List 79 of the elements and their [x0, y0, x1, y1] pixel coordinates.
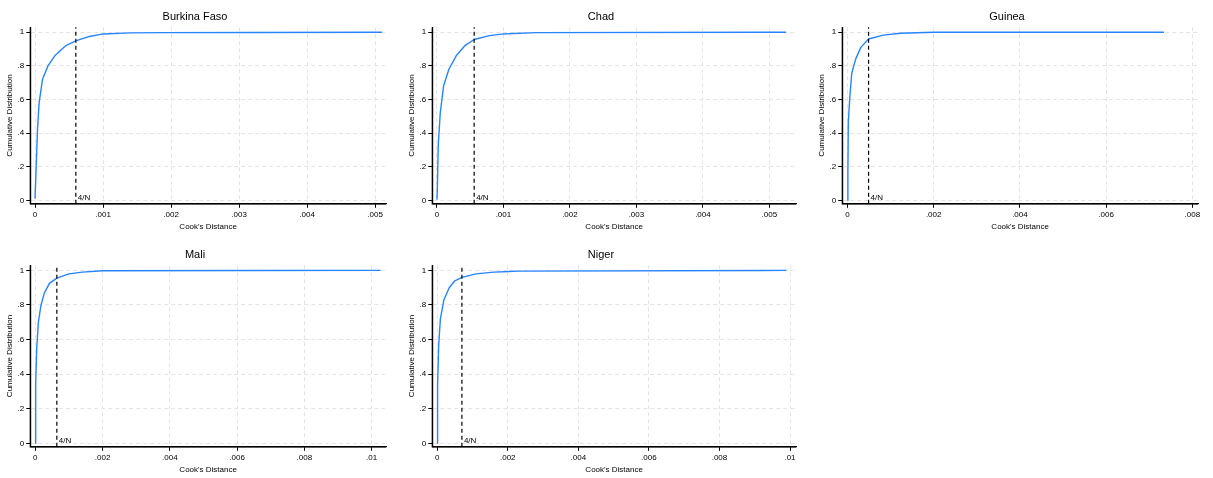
y-tick-label: .4 — [17, 128, 25, 138]
y-tick-label: .8 — [829, 61, 837, 71]
y-tick-label: 1 — [19, 27, 25, 37]
y-axis-title: Cumulative Distribution — [407, 74, 416, 157]
chart-title: Mali — [184, 247, 206, 260]
x-tick-label: .008 — [711, 452, 728, 462]
x-tick-label: .006 — [1098, 209, 1115, 219]
y-tick-label: .8 — [419, 61, 427, 71]
y-tick-label: .2 — [17, 162, 25, 171]
x-tick-label: .004 — [299, 209, 316, 219]
y-tick-label: 0 — [19, 195, 25, 205]
y-tick-label: 1 — [831, 27, 837, 37]
x-tick-label: .004 — [570, 452, 587, 462]
x-tick-label: .005 — [761, 209, 778, 219]
x-tick-label: .01 — [784, 452, 797, 462]
y-tick-label: 0 — [19, 438, 25, 448]
y-tick-label: .6 — [419, 94, 427, 104]
y-axis-title: Cumulative Distribution — [817, 74, 826, 157]
x-tick-label: 0 — [434, 209, 440, 219]
ref-line-label: 4/N — [870, 193, 884, 202]
x-tick-label: 0 — [32, 209, 38, 219]
x-tick-label: 0 — [33, 452, 39, 462]
y-tick-label: .4 — [829, 128, 837, 138]
x-tick-label: .002 — [499, 452, 517, 462]
y-tick-label: 1 — [421, 27, 427, 37]
y-tick-label: 0 — [421, 195, 427, 205]
y-axis-title: Cumulative Distribution — [5, 314, 14, 398]
x-tick-label: .002 — [94, 452, 111, 462]
x-tick-label: .004 — [1012, 209, 1029, 219]
x-tick-label: .003 — [231, 209, 248, 219]
x-axis-title: Cook's Distance — [179, 465, 238, 475]
x-tick-label: .004 — [162, 452, 179, 462]
y-tick-label: 1 — [421, 265, 427, 275]
x-tick-label: .008 — [1184, 209, 1201, 219]
x-tick-label: 0 — [845, 209, 851, 219]
x-tick-label: .003 — [628, 209, 645, 219]
y-tick-label: 0 — [421, 438, 427, 448]
x-tick-label: 0 — [434, 452, 440, 462]
y-tick-label: .2 — [419, 403, 427, 413]
y-tick-label: .8 — [17, 61, 25, 71]
y-tick-label: .4 — [419, 128, 427, 138]
y-tick-label: .6 — [829, 94, 837, 104]
x-tick-label: .006 — [641, 452, 658, 462]
y-tick-label: .6 — [17, 94, 25, 104]
y-tick-label: 1 — [19, 265, 25, 275]
y-tick-label: 0 — [831, 195, 837, 205]
y-axis-title: Cumulative Distribution — [5, 74, 14, 157]
x-tick-label: .002 — [925, 209, 943, 219]
x-tick-label: .008 — [296, 452, 313, 462]
y-tick-label: .4 — [419, 369, 427, 379]
x-tick-label: .001 — [495, 209, 512, 219]
y-tick-label: .2 — [419, 162, 427, 171]
ref-line-label: 4/N — [77, 193, 91, 202]
y-tick-label: .4 — [17, 369, 25, 379]
x-axis-title: Cook's Distance — [585, 465, 644, 475]
x-axis-title: Cook's Distance — [179, 222, 238, 232]
chart-title: Burkina Faso — [162, 9, 228, 22]
x-tick-label: .002 — [163, 209, 180, 219]
ref-line-label: 4/N — [463, 436, 477, 445]
x-tick-label: .001 — [95, 209, 112, 219]
chart-title: Chad — [587, 9, 615, 22]
x-tick-label: .006 — [229, 452, 246, 462]
y-tick-label: .2 — [17, 403, 25, 413]
chart-title: Niger — [587, 247, 615, 260]
y-axis-title: Cumulative Distribution — [407, 314, 416, 398]
y-tick-label: .2 — [829, 162, 837, 171]
x-axis-title: Cook's Distance — [991, 222, 1050, 232]
y-tick-label: .8 — [17, 300, 25, 310]
x-tick-label: .01 — [365, 452, 378, 462]
ref-line-label: 4/N — [476, 193, 489, 202]
x-tick-label: .004 — [695, 209, 712, 219]
x-axis-title: Cook's Distance — [585, 222, 644, 232]
chart-title: Guinea — [989, 9, 1026, 22]
ref-line-label: 4/N — [58, 436, 72, 445]
y-tick-label: .8 — [419, 300, 427, 310]
x-tick-label: .002 — [562, 209, 579, 219]
x-tick-label: .005 — [367, 209, 384, 219]
y-tick-label: .6 — [17, 334, 25, 344]
y-tick-label: .6 — [419, 334, 427, 344]
